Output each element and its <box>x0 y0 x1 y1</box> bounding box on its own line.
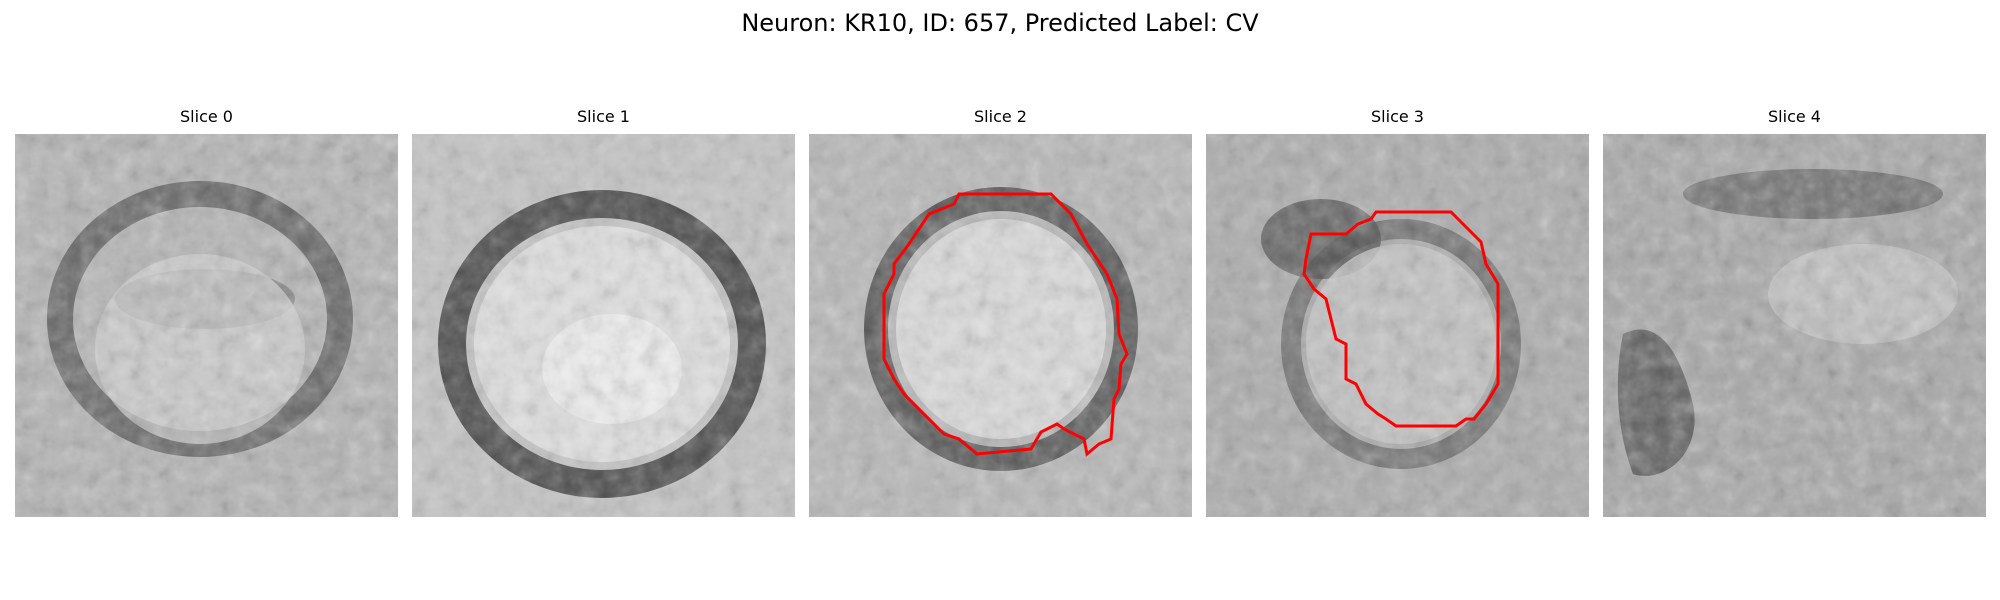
slice-image-1 <box>412 134 795 517</box>
slice-image-3 <box>1206 134 1589 517</box>
slice-panel-3: Slice 3 <box>1206 106 1589 517</box>
slice-panel-1: Slice 1 <box>412 106 795 517</box>
slice-image-2 <box>809 134 1192 517</box>
slice-image-4 <box>1603 134 1986 517</box>
slice-title-1: Slice 1 <box>577 107 630 126</box>
slice-panel-4: Slice 4 <box>1603 106 1986 517</box>
slice-panel-2: Slice 2 <box>809 106 1192 517</box>
slice-image-0 <box>15 134 398 517</box>
contour-3 <box>1302 210 1500 428</box>
figure-title: Neuron: KR10, ID: 657, Predicted Label: … <box>741 9 1259 37</box>
slice-title-4: Slice 4 <box>1768 107 1821 126</box>
slice-title-2: Slice 2 <box>974 107 1027 126</box>
slice-title-0: Slice 0 <box>180 107 233 126</box>
slice-panel-0: Slice 0 <box>15 106 398 517</box>
contour-2 <box>882 192 1129 457</box>
slice-title-3: Slice 3 <box>1371 107 1424 126</box>
